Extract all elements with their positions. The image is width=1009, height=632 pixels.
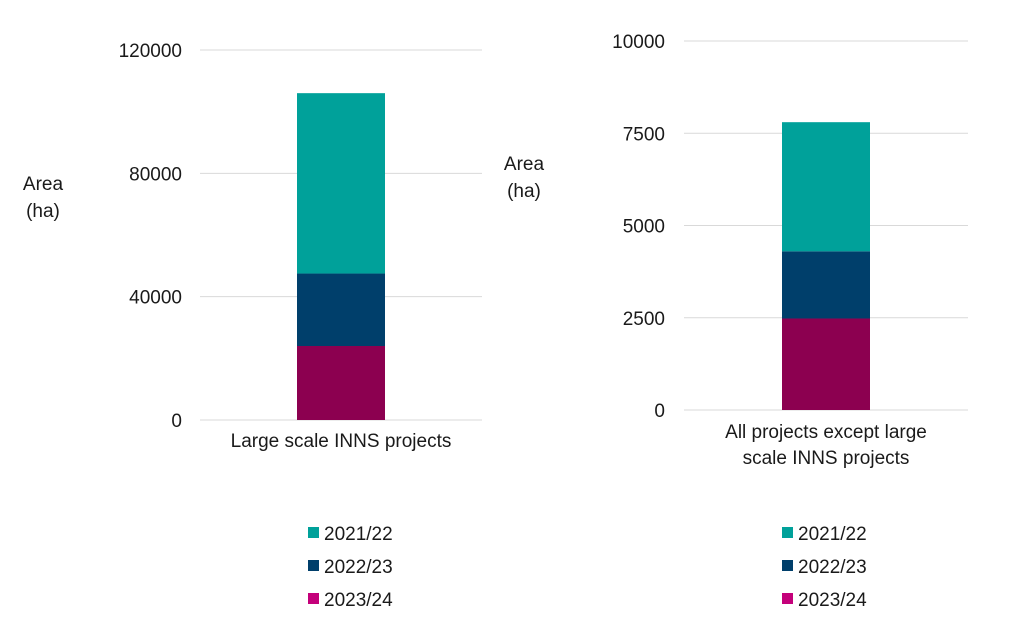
y-tick-label-2500: 2500 <box>623 309 665 330</box>
bar-segment-2021-22 <box>782 122 870 252</box>
y-tick-label-40000: 40000 <box>129 288 182 309</box>
category-label-line-1: All projects except large <box>725 422 927 443</box>
y-tick-label-5000: 5000 <box>623 217 665 238</box>
y-tick-label-80000: 80000 <box>129 164 182 185</box>
y-axis-label-line-2: (ha) <box>26 201 60 222</box>
legend-swatch-2023-24 <box>308 593 319 604</box>
legend-swatch-2022-23 <box>782 560 793 571</box>
legend-label-2021-22: 2021/22 <box>324 524 393 545</box>
legend-swatch-2022-23 <box>308 560 319 571</box>
y-tick-label-7500: 7500 <box>623 124 665 145</box>
y-tick-label-120000: 120000 <box>119 41 182 62</box>
legend-label-2023-24: 2023/24 <box>324 590 393 611</box>
category-label-line-2: scale INNS projects <box>743 448 910 469</box>
y-axis-label-line-2: (ha) <box>507 181 541 202</box>
legend-label-2022-23: 2022/23 <box>798 557 867 578</box>
legend-swatch-2021-22 <box>782 527 793 538</box>
y-tick-label-0: 0 <box>171 411 182 432</box>
y-tick-label-10000: 10000 <box>612 32 665 53</box>
category-label-line-1: Large scale INNS projects <box>231 431 452 452</box>
legend-label-2023-24: 2023/24 <box>798 590 867 611</box>
legend-swatch-2021-22 <box>308 527 319 538</box>
bar-segment-2023-24 <box>297 346 385 420</box>
legend-label-2021-22: 2021/22 <box>798 524 867 545</box>
legend-label-2022-23: 2022/23 <box>324 557 393 578</box>
bar-segment-2023-24 <box>782 318 870 410</box>
y-axis-label-line-1: Area <box>504 154 545 175</box>
bar-segment-2022-23 <box>782 251 870 319</box>
bar-segment-2022-23 <box>297 273 385 346</box>
y-tick-label-0: 0 <box>654 401 665 422</box>
legend-swatch-2023-24 <box>782 593 793 604</box>
bar-segment-2021-22 <box>297 93 385 274</box>
y-axis-label-line-1: Area <box>23 174 64 195</box>
